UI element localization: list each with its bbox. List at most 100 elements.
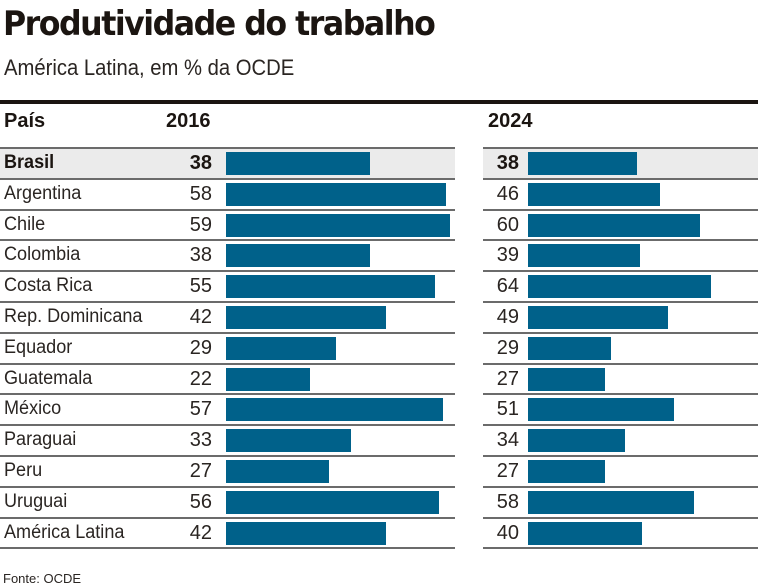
country-label: Peru xyxy=(4,460,43,481)
bar-2024 xyxy=(528,460,606,483)
value-label-2024: 51 xyxy=(496,398,519,421)
bar-2024 xyxy=(528,367,606,391)
value-label-2016: 29 xyxy=(189,336,212,359)
row-divider xyxy=(483,362,758,365)
bar-2024 xyxy=(528,306,669,329)
row-divider xyxy=(0,547,455,550)
value-label-2024: 40 xyxy=(496,521,519,544)
value-label-2016: 57 xyxy=(189,398,212,421)
row-divider xyxy=(0,177,455,180)
value-label-2024: 27 xyxy=(496,460,519,482)
bar-2024 xyxy=(528,213,700,237)
bar-2024 xyxy=(528,336,611,360)
country-label: México xyxy=(4,398,62,420)
value-label-2016: 59 xyxy=(189,213,212,236)
country-label: Colombia xyxy=(4,244,81,266)
value-label-2024: 34 xyxy=(496,429,519,452)
bar-2016 xyxy=(226,336,337,360)
bar-2016 xyxy=(226,152,371,175)
bar-2016 xyxy=(226,213,451,237)
value-label-2016: 55 xyxy=(189,275,212,298)
value-label-2016: 33 xyxy=(189,429,212,452)
row-divider xyxy=(0,362,455,365)
value-label-2024: 49 xyxy=(496,306,519,328)
bar-2016 xyxy=(226,490,439,514)
value-label-2016: 38 xyxy=(189,244,212,267)
row-divider xyxy=(0,331,455,334)
bar-2016 xyxy=(226,244,371,268)
bar-2016 xyxy=(226,275,435,299)
country-label: Guatemala xyxy=(4,367,93,389)
row-divider xyxy=(483,516,758,519)
column-header-country: País xyxy=(4,110,46,132)
country-label: Rep. Dominicana xyxy=(4,306,143,327)
bar-2016 xyxy=(226,398,443,422)
value-label-2016: 27 xyxy=(189,460,212,482)
row-divider xyxy=(0,485,455,488)
country-label: Argentina xyxy=(4,182,82,204)
bar-2024 xyxy=(528,244,640,268)
country-label: Chile xyxy=(4,213,46,235)
row-divider xyxy=(483,331,758,334)
value-label-2016: 56 xyxy=(189,490,212,513)
country-label: Costa Rica xyxy=(4,275,93,297)
bar-2024 xyxy=(528,182,660,206)
value-label-2024: 60 xyxy=(496,213,519,236)
bar-2016 xyxy=(226,306,386,329)
value-label-2024: 29 xyxy=(496,336,519,359)
row-divider xyxy=(483,301,758,303)
value-label-2024: 58 xyxy=(496,490,519,513)
row-divider xyxy=(483,393,758,396)
column-header-2024: 2024 xyxy=(488,110,533,132)
source-note: Fonte: OCDE xyxy=(3,571,82,586)
bar-2016 xyxy=(226,367,310,391)
column-header-2016: 2016 xyxy=(166,110,211,132)
row-divider xyxy=(0,301,455,303)
row-divider xyxy=(483,270,758,273)
value-label-2016: 58 xyxy=(189,182,212,205)
value-label-2016: 22 xyxy=(189,367,212,390)
row-divider xyxy=(0,516,455,519)
value-label-2024: 64 xyxy=(496,275,519,298)
top-rule xyxy=(0,100,758,104)
bar-2024 xyxy=(528,398,674,422)
row-divider xyxy=(0,208,455,211)
row-divider xyxy=(483,177,758,180)
row-divider xyxy=(483,239,758,242)
country-label: Uruguai xyxy=(4,490,68,512)
country-label: Equador xyxy=(4,336,73,358)
value-label-2024: 39 xyxy=(496,244,519,267)
value-label-2024: 38 xyxy=(496,152,519,174)
row-divider xyxy=(483,547,758,550)
bar-2016 xyxy=(226,521,386,545)
value-label-2016: 38 xyxy=(189,152,212,174)
bar-2024 xyxy=(528,275,712,299)
bar-2024 xyxy=(528,152,637,175)
bar-2016 xyxy=(226,429,352,453)
bar-2024 xyxy=(528,490,694,514)
row-divider xyxy=(483,455,758,457)
value-label-2024: 27 xyxy=(496,367,519,390)
row-divider xyxy=(0,393,455,396)
row-divider xyxy=(0,239,455,242)
value-label-2016: 42 xyxy=(189,521,212,544)
row-divider xyxy=(483,485,758,488)
country-label: América Latina xyxy=(4,521,125,543)
bar-2016 xyxy=(226,460,329,483)
country-label: Brasil xyxy=(4,152,55,173)
chart-title: Produtividade do trabalho xyxy=(3,4,436,44)
bar-2024 xyxy=(528,521,643,545)
value-label-2024: 46 xyxy=(496,182,519,205)
bar-2016 xyxy=(226,182,447,206)
row-divider xyxy=(0,147,455,149)
row-divider xyxy=(483,208,758,211)
chart-subtitle: América Latina, em % da OCDE xyxy=(4,55,295,80)
value-label-2016: 42 xyxy=(189,306,212,328)
row-divider xyxy=(0,270,455,273)
bar-2024 xyxy=(528,429,626,453)
row-divider xyxy=(483,147,758,149)
row-divider xyxy=(0,455,455,457)
country-label: Paraguai xyxy=(4,429,77,451)
row-divider xyxy=(483,424,758,427)
row-divider xyxy=(0,424,455,427)
